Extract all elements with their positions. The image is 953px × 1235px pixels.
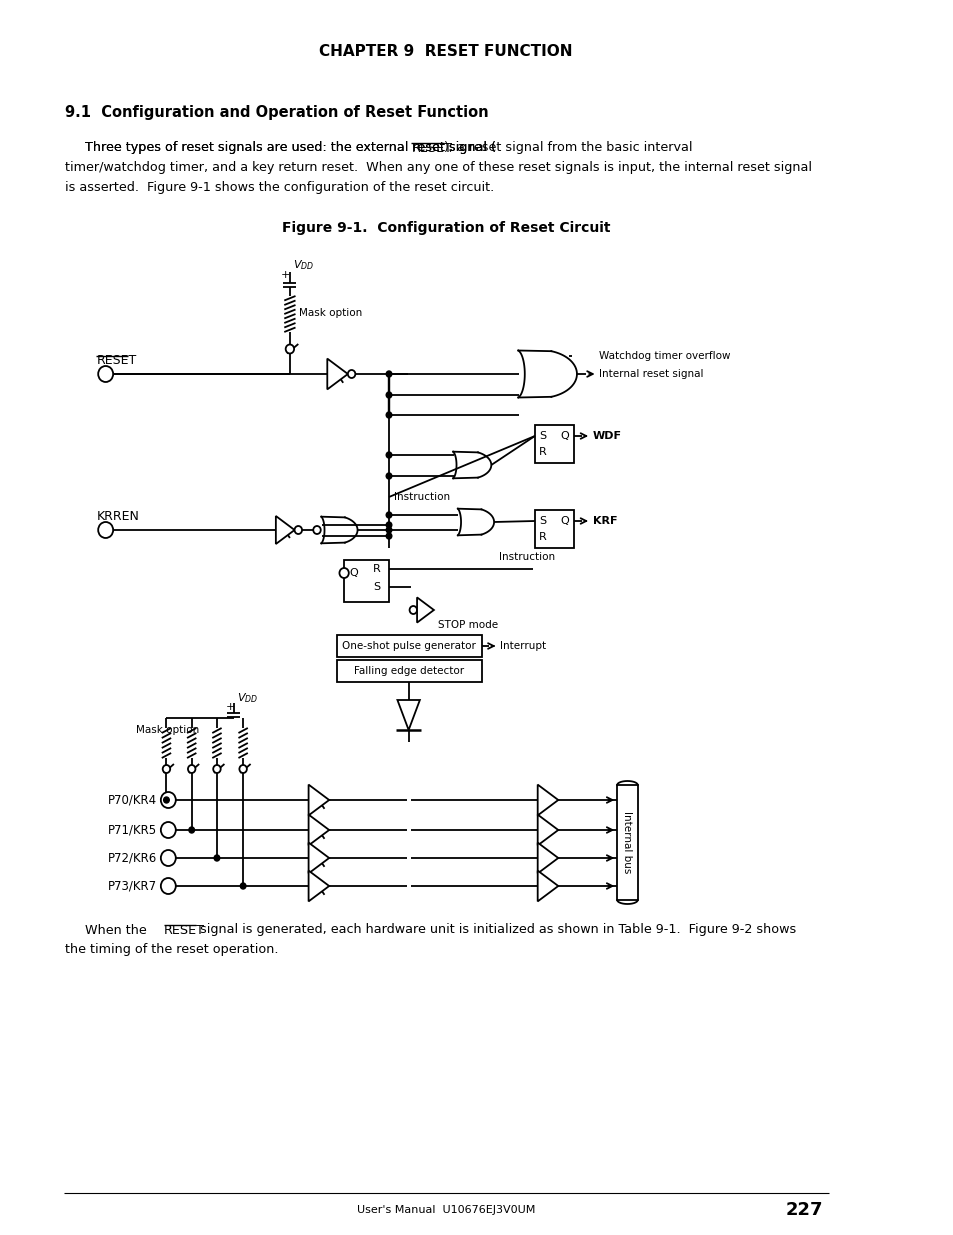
Circle shape (161, 823, 175, 839)
Circle shape (161, 850, 175, 866)
Circle shape (163, 764, 170, 773)
Text: P73/KR7: P73/KR7 (108, 879, 156, 893)
Polygon shape (416, 598, 434, 622)
Text: Falling edge detector: Falling edge detector (354, 666, 463, 676)
Text: P70/KR4: P70/KR4 (108, 794, 156, 806)
Text: When the: When the (66, 924, 151, 936)
Circle shape (386, 473, 392, 479)
Circle shape (339, 568, 349, 578)
Circle shape (386, 513, 392, 517)
Text: P72/KR6: P72/KR6 (108, 851, 156, 864)
Text: Three types of reset signals are used: the external reset signal (: Three types of reset signals are used: t… (66, 142, 496, 154)
Text: +: + (225, 701, 234, 713)
Text: 227: 227 (784, 1200, 822, 1219)
Polygon shape (308, 842, 329, 873)
Text: R: R (373, 564, 380, 574)
Polygon shape (537, 842, 558, 873)
Bar (617, 785, 637, 900)
Circle shape (98, 366, 113, 382)
Text: Q: Q (349, 568, 357, 578)
Polygon shape (537, 815, 558, 846)
Circle shape (189, 827, 194, 832)
Text: Instruction: Instruction (394, 492, 449, 501)
Circle shape (386, 370, 392, 377)
Text: $V_{DD}$: $V_{DD}$ (293, 258, 314, 272)
Text: +: + (280, 270, 290, 280)
Circle shape (386, 522, 392, 529)
Circle shape (386, 527, 392, 534)
Text: R: R (537, 447, 546, 457)
Circle shape (294, 526, 302, 534)
Text: R: R (537, 532, 546, 542)
Polygon shape (327, 358, 348, 389)
Bar (387, 374, 391, 415)
Circle shape (386, 534, 392, 538)
Text: S: S (373, 582, 380, 592)
Circle shape (240, 883, 246, 889)
Circle shape (213, 855, 219, 861)
Circle shape (348, 370, 355, 378)
Text: RESET: RESET (164, 924, 205, 936)
Circle shape (386, 391, 392, 398)
Text: P71/KR5: P71/KR5 (108, 824, 156, 836)
Circle shape (164, 797, 169, 803)
Text: Q: Q (559, 516, 569, 526)
Polygon shape (397, 700, 419, 730)
Circle shape (161, 878, 175, 894)
Text: Internal reset signal: Internal reset signal (598, 369, 703, 379)
Polygon shape (308, 871, 329, 902)
Circle shape (386, 412, 392, 417)
Bar (336, 659, 481, 682)
Text: Mask option: Mask option (299, 308, 362, 317)
Circle shape (313, 526, 320, 534)
Text: WDF: WDF (592, 431, 621, 441)
Circle shape (98, 522, 113, 538)
Text: Figure 9-1.  Configuration of Reset Circuit: Figure 9-1. Configuration of Reset Circu… (281, 221, 610, 235)
Circle shape (213, 764, 220, 773)
Text: signal is generated, each hardware unit is initialized as shown in Table 9-1.  F: signal is generated, each hardware unit … (196, 924, 796, 936)
Text: Three types of reset signals are used: the external reset signal (: Three types of reset signals are used: t… (66, 142, 496, 154)
Polygon shape (275, 516, 294, 543)
Text: 9.1  Configuration and Operation of Reset Function: 9.1 Configuration and Operation of Reset… (66, 105, 489, 120)
Text: is asserted.  Figure 9-1 shows the configuration of the reset circuit.: is asserted. Figure 9-1 shows the config… (66, 182, 495, 194)
Bar (535, 425, 574, 463)
Text: timer/watchdog timer, and a key return reset.  When any one of these reset signa: timer/watchdog timer, and a key return r… (66, 162, 812, 174)
Text: Internal bus: Internal bus (621, 811, 632, 873)
Circle shape (386, 452, 392, 458)
Bar (535, 510, 574, 548)
Circle shape (161, 792, 175, 808)
Text: User's Manual  U10676EJ3V0UM: User's Manual U10676EJ3V0UM (356, 1205, 535, 1215)
Text: ), a reset signal from the basic interval: ), a reset signal from the basic interva… (444, 142, 692, 154)
Text: KRREN: KRREN (96, 510, 139, 524)
Text: STOP mode: STOP mode (437, 620, 497, 630)
Circle shape (285, 345, 294, 353)
Polygon shape (537, 871, 558, 902)
Bar (344, 559, 389, 601)
Bar (336, 635, 481, 657)
Text: S: S (538, 431, 545, 441)
Text: RESET: RESET (411, 142, 452, 154)
Text: Q: Q (559, 431, 569, 441)
Text: Mask option: Mask option (135, 725, 198, 735)
Circle shape (188, 764, 195, 773)
Text: Interrupt: Interrupt (499, 641, 546, 651)
Circle shape (409, 606, 416, 614)
Text: Watchdog timer overflow: Watchdog timer overflow (598, 351, 730, 361)
Polygon shape (308, 784, 329, 815)
Text: the timing of the reset operation.: the timing of the reset operation. (66, 944, 278, 956)
Text: S: S (538, 516, 545, 526)
Text: Instruction: Instruction (498, 552, 555, 562)
Circle shape (239, 764, 247, 773)
Text: RESET: RESET (96, 354, 136, 368)
Text: CHAPTER 9  RESET FUNCTION: CHAPTER 9 RESET FUNCTION (319, 44, 572, 59)
Text: $V_{DD}$: $V_{DD}$ (236, 692, 257, 705)
Polygon shape (308, 815, 329, 846)
Polygon shape (537, 784, 558, 815)
Text: One-shot pulse generator: One-shot pulse generator (341, 641, 476, 651)
Text: KRF: KRF (592, 516, 617, 526)
